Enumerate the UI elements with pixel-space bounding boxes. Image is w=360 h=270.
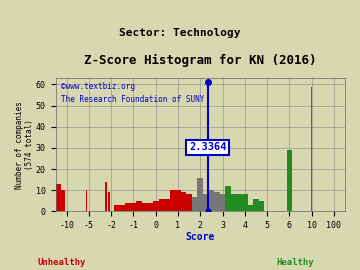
Bar bbox=[142, 203, 147, 211]
Bar bbox=[164, 199, 170, 211]
Bar bbox=[136, 201, 142, 211]
Bar bbox=[186, 194, 192, 211]
Bar bbox=[147, 203, 153, 211]
Bar bbox=[114, 205, 120, 211]
Y-axis label: Number of companies
(574 total): Number of companies (574 total) bbox=[15, 101, 35, 189]
Bar bbox=[231, 194, 237, 211]
Text: Sector: Technology: Sector: Technology bbox=[119, 28, 241, 38]
Bar bbox=[208, 190, 214, 211]
Bar bbox=[59, 190, 65, 211]
Bar bbox=[237, 194, 242, 211]
Bar bbox=[153, 201, 158, 211]
Bar bbox=[86, 190, 87, 211]
Text: 2.3364: 2.3364 bbox=[189, 142, 226, 153]
Bar bbox=[287, 150, 292, 211]
Bar bbox=[108, 192, 110, 211]
Bar bbox=[125, 203, 131, 211]
Bar bbox=[131, 203, 136, 211]
Bar bbox=[181, 192, 186, 211]
Bar bbox=[311, 87, 312, 211]
Bar bbox=[248, 205, 253, 211]
Bar bbox=[158, 199, 164, 211]
Bar bbox=[105, 182, 107, 211]
Bar bbox=[259, 201, 264, 211]
Bar bbox=[175, 190, 181, 211]
Text: Unhealthy: Unhealthy bbox=[37, 258, 85, 266]
Bar bbox=[203, 194, 208, 211]
Bar bbox=[225, 186, 231, 211]
Text: ©www.textbiz.org: ©www.textbiz.org bbox=[61, 82, 135, 91]
Bar bbox=[192, 197, 198, 211]
Bar bbox=[253, 199, 259, 211]
Bar bbox=[198, 178, 203, 211]
Bar bbox=[220, 194, 225, 211]
Bar bbox=[120, 205, 125, 211]
Bar bbox=[55, 184, 60, 211]
Text: The Research Foundation of SUNY: The Research Foundation of SUNY bbox=[61, 95, 205, 104]
Bar bbox=[170, 190, 175, 211]
Bar bbox=[242, 194, 248, 211]
X-axis label: Score: Score bbox=[185, 231, 215, 241]
Title: Z-Score Histogram for KN (2016): Z-Score Histogram for KN (2016) bbox=[84, 54, 316, 67]
Bar bbox=[214, 192, 220, 211]
Text: Healthy: Healthy bbox=[276, 258, 314, 266]
